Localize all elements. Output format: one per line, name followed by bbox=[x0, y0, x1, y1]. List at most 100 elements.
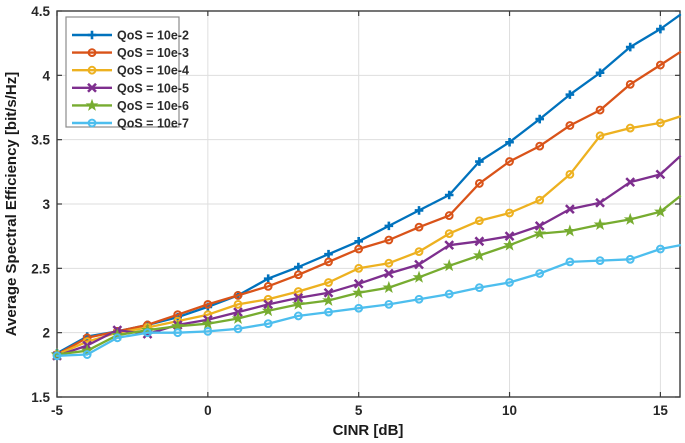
star-marker-icon bbox=[291, 297, 305, 310]
circle-marker-icon bbox=[535, 141, 545, 151]
x-marker-icon bbox=[414, 259, 424, 270]
star-marker-icon bbox=[473, 248, 486, 261]
x-marker-icon bbox=[595, 197, 605, 208]
plus-marker-icon bbox=[87, 30, 97, 40]
series-line bbox=[55, 13, 682, 355]
plus-marker-icon bbox=[384, 221, 394, 231]
plus-marker-icon bbox=[535, 114, 545, 124]
x-marker-icon bbox=[655, 169, 666, 180]
star-marker-icon bbox=[593, 217, 607, 231]
circle-marker-icon bbox=[655, 60, 665, 70]
plus-marker-icon bbox=[505, 137, 514, 147]
x-marker-icon bbox=[87, 82, 97, 93]
circle-marker-icon bbox=[505, 278, 514, 287]
plus-marker-icon bbox=[565, 90, 575, 99]
legend-item-label: QoS = 10e-5 bbox=[117, 81, 189, 95]
plus-marker-icon bbox=[625, 42, 635, 52]
circle-marker-icon bbox=[595, 256, 605, 266]
x-marker-icon bbox=[444, 240, 455, 251]
legend-item: QoS = 10e-5 bbox=[72, 81, 189, 95]
circle-marker-icon bbox=[565, 257, 575, 267]
legend-item: QoS = 10e-4 bbox=[72, 64, 189, 78]
circle-marker-icon bbox=[203, 299, 213, 309]
y-tick-label: 3.5 bbox=[31, 133, 50, 148]
circle-marker-icon bbox=[324, 307, 333, 317]
y-tick-label: 2.5 bbox=[31, 261, 50, 276]
x-marker-icon bbox=[383, 268, 394, 279]
star-marker-icon bbox=[412, 270, 426, 283]
circle-marker-icon bbox=[565, 121, 575, 130]
plot-area: -5 0 5 10 15 1.5 2 2.5 3 3.5 4 4.5 bbox=[31, 4, 682, 418]
plus-marker-icon bbox=[294, 262, 303, 272]
star-marker-icon bbox=[231, 311, 245, 324]
star-marker-icon bbox=[201, 316, 215, 330]
x-tick-label: 0 bbox=[204, 403, 212, 418]
circle-marker-icon bbox=[87, 48, 97, 57]
circle-marker-icon bbox=[655, 244, 665, 254]
circle-marker-icon bbox=[625, 79, 635, 89]
plus-marker-icon bbox=[354, 237, 363, 246]
star-marker-icon bbox=[563, 224, 577, 237]
circle-marker-icon bbox=[444, 289, 454, 299]
circle-marker-icon bbox=[505, 157, 514, 166]
plus-marker-icon bbox=[444, 190, 454, 200]
plus-marker-icon bbox=[414, 206, 424, 215]
circle-marker-icon bbox=[173, 328, 183, 338]
circle-marker-icon bbox=[263, 319, 273, 329]
x-marker-icon bbox=[504, 231, 515, 242]
x-axis-label: CINR [dB] bbox=[333, 422, 404, 439]
plus-marker-icon bbox=[656, 24, 665, 34]
circle-marker-icon bbox=[293, 270, 303, 280]
star-marker-icon bbox=[85, 98, 99, 111]
y-tick-label: 1.5 bbox=[31, 390, 50, 405]
circle-marker-icon bbox=[414, 247, 424, 257]
circle-marker-icon bbox=[595, 105, 605, 115]
y-axis-label: Average Spectral Efficiency [bit/s/Hz] bbox=[3, 72, 20, 337]
star-marker-icon bbox=[533, 226, 547, 240]
legend: QoS = 10e-2 QoS = 10e-3 QoS = 10e-4 QoS = 1… bbox=[65, 16, 189, 131]
circle-marker-icon bbox=[444, 229, 454, 238]
circle-marker-icon bbox=[263, 281, 273, 291]
star-marker-icon bbox=[261, 304, 275, 317]
circle-marker-icon bbox=[82, 350, 92, 359]
x-marker-icon bbox=[353, 278, 364, 289]
legend-item: QoS = 10e-7 bbox=[72, 117, 189, 131]
star-marker-icon bbox=[654, 205, 667, 218]
circle-marker-icon bbox=[535, 269, 545, 278]
series-line bbox=[55, 115, 682, 356]
star-marker-icon bbox=[503, 238, 516, 251]
x-marker-icon bbox=[474, 236, 485, 247]
x-tick-label: -5 bbox=[51, 403, 63, 418]
circle-marker-icon bbox=[324, 278, 333, 287]
circle-marker-icon bbox=[354, 244, 364, 254]
legend-item: QoS = 10e-3 bbox=[72, 46, 189, 60]
series-line bbox=[55, 51, 682, 356]
star-marker-icon bbox=[382, 280, 396, 294]
x-marker-icon bbox=[564, 204, 575, 215]
star-marker-icon bbox=[442, 259, 456, 272]
series-6 bbox=[52, 244, 682, 361]
circle-marker-icon bbox=[474, 216, 484, 226]
circle-marker-icon bbox=[354, 303, 364, 313]
y-tick-label: 4.5 bbox=[31, 4, 50, 19]
plus-marker-icon bbox=[595, 68, 605, 78]
circle-marker-icon bbox=[203, 326, 213, 336]
x-marker-icon bbox=[323, 287, 334, 298]
legend-item-label: QoS = 10e-6 bbox=[117, 99, 189, 113]
y-tick-label: 3 bbox=[42, 197, 50, 212]
circle-marker-icon bbox=[474, 179, 484, 188]
circle-marker-icon bbox=[324, 257, 333, 267]
y-tick-label: 4 bbox=[42, 68, 50, 83]
legend-item: QoS = 10e-6 bbox=[72, 98, 189, 113]
circle-marker-icon bbox=[444, 211, 454, 220]
legend-item-label: QoS = 10e-7 bbox=[117, 117, 189, 131]
circle-marker-icon bbox=[293, 287, 303, 296]
plus-marker-icon bbox=[324, 249, 333, 259]
circle-marker-icon bbox=[233, 324, 243, 334]
circle-marker-icon bbox=[384, 258, 394, 268]
legend-item: QoS = 10e-2 bbox=[72, 29, 189, 43]
series-line bbox=[55, 244, 682, 357]
plus-marker-icon bbox=[263, 274, 273, 283]
legend-item-label: QoS = 10e-4 bbox=[117, 64, 189, 78]
